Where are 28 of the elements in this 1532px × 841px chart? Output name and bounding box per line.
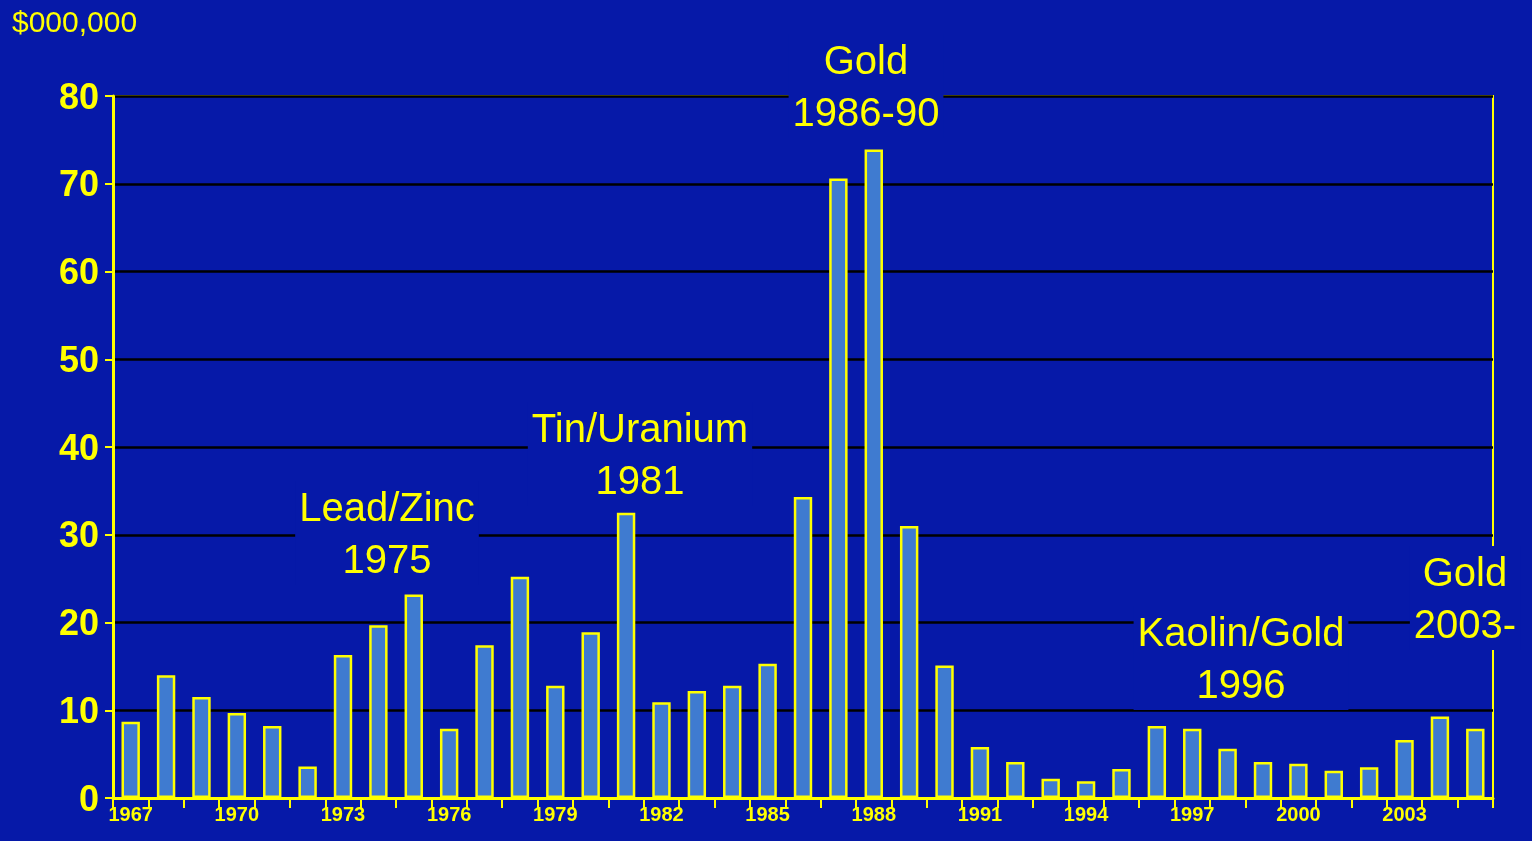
- annotation: Kaolin/Gold 1996: [1137, 610, 1345, 706]
- y-tick-label: 50: [58, 338, 99, 380]
- x-tick-label: 1985: [745, 803, 790, 825]
- y-tick-label: 60: [58, 251, 99, 292]
- x-tick-label: 1973: [320, 803, 366, 825]
- y-tick-label: 10: [58, 689, 99, 731]
- x-tick-label: 1970: [214, 803, 260, 825]
- x-tick-label: 1994: [1063, 803, 1110, 825]
- y-axis-title: $000,000: [12, 4, 138, 38]
- annotation: Gold 2003-: [1413, 550, 1517, 646]
- x-tick-label: 1988: [851, 803, 897, 825]
- x-tick-label: 1967: [108, 803, 153, 825]
- y-tick-label: 70: [58, 163, 99, 205]
- x-tick-label: 2000: [1276, 803, 1321, 825]
- x-tick-label: 1982: [639, 803, 684, 825]
- x-tick-label: 1991: [957, 803, 1003, 825]
- annotation: Gold 1986-90: [792, 38, 940, 134]
- annotation: Lead/Zinc 1975: [299, 485, 475, 581]
- y-tick-label: 20: [58, 602, 99, 643]
- x-tick-label: 1997: [1169, 803, 1215, 825]
- y-tick-label: 0: [78, 777, 99, 819]
- y-tick-label: 30: [58, 514, 99, 556]
- y-tick-label: 40: [58, 426, 99, 468]
- y-tick-label: 80: [58, 75, 99, 117]
- annotation: Tin/Uranium 1981: [531, 406, 749, 502]
- x-tick-label: 1979: [533, 803, 578, 825]
- x-tick-label: 1976: [426, 803, 472, 825]
- x-tick-label: 2003: [1382, 803, 1427, 825]
